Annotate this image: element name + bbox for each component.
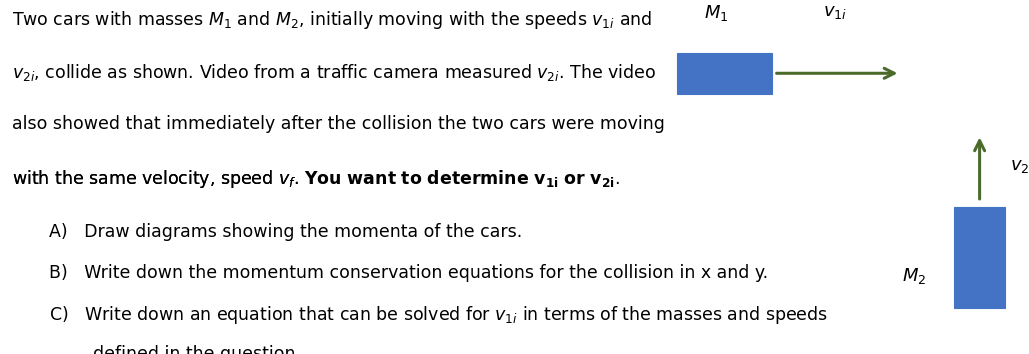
Text: $M_2$: $M_2$ — [901, 266, 926, 286]
Text: Two cars with masses $M_1$ and $M_2$, initially moving with the speeds $v_{1i}$ : Two cars with masses $M_1$ and $M_2$, in… — [12, 9, 652, 31]
Text: C)   Write down an equation that can be solved for $v_{1i}$ in terms of the mass: C) Write down an equation that can be so… — [49, 304, 828, 326]
Text: defined in the question.: defined in the question. — [49, 345, 301, 354]
Text: $v_{1i}$: $v_{1i}$ — [823, 3, 848, 21]
Text: also showed that immediately after the collision the two cars were moving: also showed that immediately after the c… — [12, 115, 665, 133]
FancyBboxPatch shape — [954, 207, 1005, 308]
Text: $M_1$: $M_1$ — [704, 3, 729, 23]
Text: $v_{2i}$, collide as shown. Video from a traffic camera measured $v_{2i}$. The v: $v_{2i}$, collide as shown. Video from a… — [12, 62, 657, 83]
FancyBboxPatch shape — [677, 53, 772, 94]
Text: with the same velocity, speed $v_f$. $\mathbf{You\ want\ to\ determine\ }$$\math: with the same velocity, speed $v_f$. $\m… — [12, 168, 620, 190]
Text: with the same velocity, speed $v_f$.: with the same velocity, speed $v_f$. — [12, 168, 301, 190]
Text: B)   Write down the momentum conservation equations for the collision in x and y: B) Write down the momentum conservation … — [49, 264, 769, 282]
Text: A)   Draw diagrams showing the momenta of the cars.: A) Draw diagrams showing the momenta of … — [49, 223, 523, 241]
Text: $v_{2i}$: $v_{2i}$ — [1010, 158, 1029, 175]
